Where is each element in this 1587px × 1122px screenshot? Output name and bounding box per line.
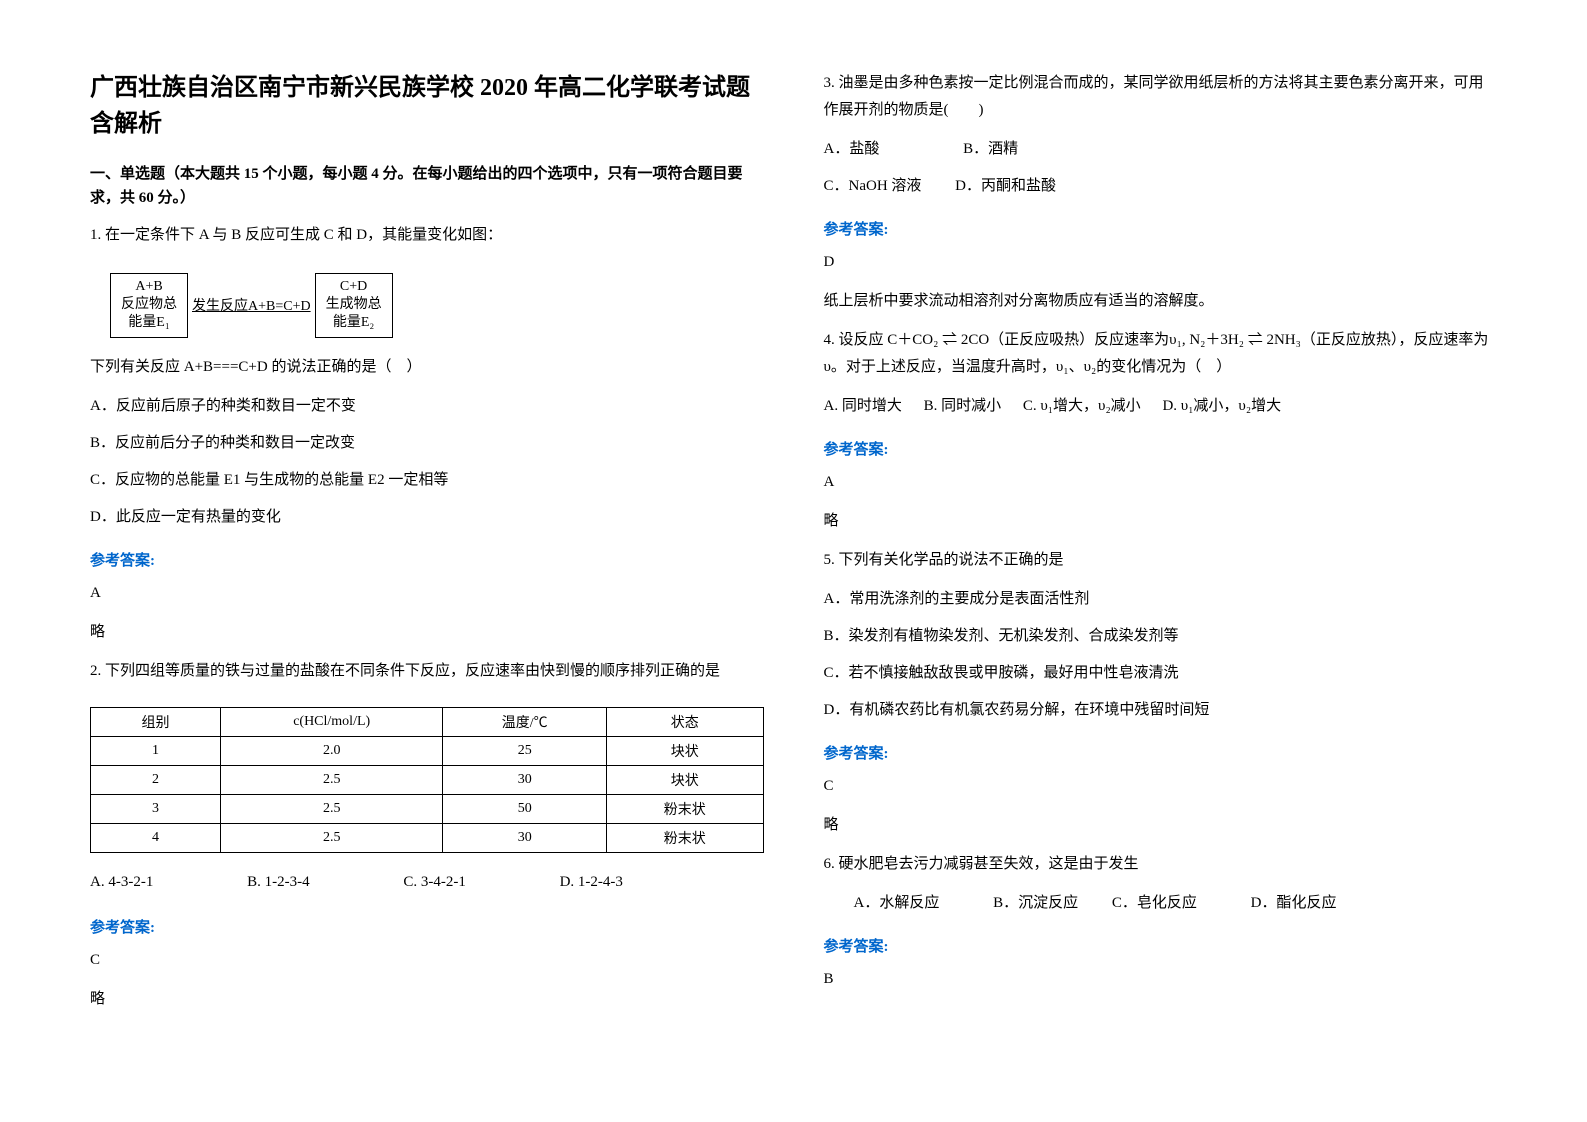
diagram-right-mid: 生成物总 [326, 296, 382, 314]
table-cell: 2.5 [221, 823, 443, 852]
q4-explain: 略 [824, 508, 1498, 535]
table-cell: 粉末状 [607, 794, 763, 823]
q6-options: A．水解反应 B．沉淀反应 C．皂化反应 D．酯化反应 [824, 890, 1498, 917]
section-1-header: 一、单选题（本大题共 15 个小题，每小题 4 分。在每小题给出的四个选项中，只… [90, 162, 764, 210]
q4-option-a: A. 同时增大 [824, 398, 902, 414]
table-cell: 50 [443, 794, 607, 823]
q2-stem: 2. 下列四组等质量的铁与过量的盐酸在不同条件下反应，反应速率由快到慢的顺序排列… [90, 658, 764, 685]
q1-explain: 略 [90, 619, 764, 646]
q2-option-a: A. 4-3-2-1 [90, 869, 153, 896]
table-cell: 30 [443, 823, 607, 852]
table-header: 温度/℃ [443, 707, 607, 736]
table-cell: 25 [443, 736, 607, 765]
table-header-row: 组别 c(HCl/mol/L) 温度/℃ 状态 [91, 707, 764, 736]
table-cell: 4 [91, 823, 221, 852]
q3-answer-label: 参考答案: [824, 218, 1498, 239]
table-cell: 粉末状 [607, 823, 763, 852]
q3-answer: D [824, 249, 1498, 276]
q3-option-c: C．NaOH 溶液 [824, 173, 922, 200]
q4-option-d: D. υ₁减小，υ₂增大 [1162, 398, 1281, 414]
table-row: 4 2.5 30 粉末状 [91, 823, 764, 852]
q2-table: 组别 c(HCl/mol/L) 温度/℃ 状态 1 2.0 25 块状 2 2.… [90, 707, 764, 853]
q1-option-a: A．反应前后原子的种类和数目一定不变 [90, 393, 764, 420]
q2-options-row: A. 4-3-2-1 B. 1-2-3-4 C. 3-4-2-1 D. 1-2-… [90, 869, 764, 896]
q2-answer-label: 参考答案: [90, 916, 764, 937]
q6-stem: 6. 硬水肥皂去污力减弱甚至失效，这是由于发生 [824, 851, 1498, 878]
q5-option-b: B．染发剂有植物染发剂、无机染发剂、合成染发剂等 [824, 623, 1498, 650]
table-cell: 2 [91, 765, 221, 794]
table-cell: 2.5 [221, 765, 443, 794]
q6-option-c: C．皂化反应 [1112, 890, 1197, 917]
diagram-arrow: 发生反应A+B=C+D [188, 295, 315, 315]
q5-stem: 5. 下列有关化学品的说法不正确的是 [824, 547, 1498, 574]
q2-option-b: B. 1-2-3-4 [247, 869, 310, 896]
q2-answer: C [90, 947, 764, 974]
doc-title: 广西壮族自治区南宁市新兴民族学校 2020 年高二化学联考试题含解析 [90, 70, 764, 142]
q1-stem: 1. 在一定条件下 A 与 B 反应可生成 C 和 D，其能量变化如图： [90, 222, 764, 249]
q4-stem: 4. 设反应 C＋CO₂ ⇌ 2CO（正反应吸热）反应速率为υ₁, N₂＋3H₂… [824, 327, 1498, 381]
right-column: 3. 油墨是由多种色素按一定比例混合而成的，某同学欲用纸层析的方法将其主要色素分… [824, 70, 1498, 1052]
diagram-left-cell: A+B 反应物总 能量E₁ [110, 273, 188, 338]
q6-option-b: B．沉淀反应 [993, 890, 1078, 917]
table-cell: 2.5 [221, 794, 443, 823]
q4-option-c: C. υ₁增大，υ₂减小 [1023, 398, 1141, 414]
q2-option-d: D. 1-2-4-3 [560, 869, 623, 896]
q1-answer-label: 参考答案: [90, 549, 764, 570]
table-header: c(HCl/mol/L) [221, 707, 443, 736]
table-row: 1 2.0 25 块状 [91, 736, 764, 765]
q3-explain: 纸上层析中要求流动相溶剂对分离物质应有适当的溶解度。 [824, 288, 1498, 315]
table-cell: 1 [91, 736, 221, 765]
q3-options-line1: A．盐酸 B．酒精 [824, 136, 1498, 163]
q6-answer-label: 参考答案: [824, 935, 1498, 956]
diagram-left-mid: 反应物总 [121, 296, 177, 314]
q6-option-a: A．水解反应 [854, 890, 940, 917]
q5-option-c: C．若不慎接触敌敌畏或甲胺磷，最好用中性皂液清洗 [824, 660, 1498, 687]
q4-options: A. 同时增大 B. 同时减小 C. υ₁增大，υ₂减小 D. υ₁减小，υ₂增… [824, 393, 1498, 420]
q1-option-d: D．此反应一定有热量的变化 [90, 504, 764, 531]
q4-option-b: B. 同时减小 [924, 398, 1002, 414]
q1-substem: 下列有关反应 A+B===C+D 的说法正确的是（ ） [90, 354, 764, 381]
table-cell: 30 [443, 765, 607, 794]
table-row: 2 2.5 30 块状 [91, 765, 764, 794]
q3-options-line2: C．NaOH 溶液 D．丙酮和盐酸 [824, 173, 1498, 200]
diagram-left-top: A+B [121, 278, 177, 296]
q3-stem: 3. 油墨是由多种色素按一定比例混合而成的，某同学欲用纸层析的方法将其主要色素分… [824, 70, 1498, 124]
q1-option-c: C．反应物的总能量 E1 与生成物的总能量 E2 一定相等 [90, 467, 764, 494]
table-header: 状态 [607, 707, 763, 736]
q5-option-a: A．常用洗涤剂的主要成分是表面活性剂 [824, 586, 1498, 613]
q6-option-d: D．酯化反应 [1251, 895, 1337, 911]
diagram-right-top: C+D [326, 278, 382, 296]
q4-answer-label: 参考答案: [824, 438, 1498, 459]
q3-option-d: D．丙酮和盐酸 [955, 178, 1056, 194]
diagram-right-bot: 能量E₂ [326, 314, 382, 332]
q6-answer: B [824, 966, 1498, 993]
q5-explain: 略 [824, 812, 1498, 839]
table-cell: 3 [91, 794, 221, 823]
q2-explain: 略 [90, 986, 764, 1013]
table-cell: 2.0 [221, 736, 443, 765]
table-cell: 块状 [607, 736, 763, 765]
q5-option-d: D．有机磷农药比有机氯农药易分解，在环境中残留时间短 [824, 697, 1498, 724]
left-column: 广西壮族自治区南宁市新兴民族学校 2020 年高二化学联考试题含解析 一、单选题… [90, 70, 764, 1052]
q1-answer: A [90, 580, 764, 607]
table-cell: 块状 [607, 765, 763, 794]
q1-option-b: B．反应前后分子的种类和数目一定改变 [90, 430, 764, 457]
q5-answer-label: 参考答案: [824, 742, 1498, 763]
table-row: 3 2.5 50 粉末状 [91, 794, 764, 823]
table-header: 组别 [91, 707, 221, 736]
q3-option-b: B．酒精 [963, 141, 1018, 157]
q1-diagram: A+B 反应物总 能量E₁ 发生反应A+B=C+D C+D 生成物总 能量E₂ [110, 273, 764, 338]
q4-answer: A [824, 469, 1498, 496]
q3-option-a: A．盐酸 [824, 136, 880, 163]
q5-answer: C [824, 773, 1498, 800]
diagram-right-cell: C+D 生成物总 能量E₂ [315, 273, 393, 338]
q2-option-c: C. 3-4-2-1 [403, 869, 466, 896]
diagram-left-bot: 能量E₁ [121, 314, 177, 332]
